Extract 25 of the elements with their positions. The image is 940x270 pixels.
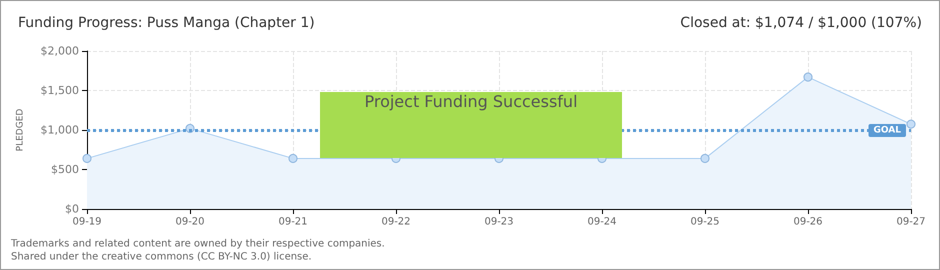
point [804,72,812,82]
x-tick-label: 09-24 [587,216,617,228]
x-tick-label: 09-23 [484,216,514,228]
point [82,154,92,163]
x-tick-label: 09-19 [72,216,102,228]
point [288,154,298,163]
x-tick-label: 09-21 [278,216,308,228]
x-tick-label: 09-27 [896,216,926,228]
x-tick-label: 09-26 [793,216,823,228]
y-tick-label: $1,500 [40,84,79,97]
y-tick-label: $500 [51,163,79,176]
text: Shared under the creative commons (CC BY-NC 3.0) license. [11,252,312,262]
ref-line-label: GOAL [874,126,902,136]
text: Trademarks and related content are owned by their respective companies. [10,238,385,250]
x-tick-label: 09-20 [175,216,205,228]
point [906,120,916,129]
x-tick-label: 09-22 [381,216,411,228]
chart-title: Funding Progress: Puss Manga (Chapter 1) [18,15,315,31]
y-axis-title: PLEDGED [16,108,26,152]
chart-subtitle: Closed at: $1,074 / $1,000 (107%) [680,15,922,31]
point [700,154,710,163]
y-tick-label: $0 [65,202,79,216]
x-tick-label: 09-25 [690,216,720,228]
y-tick-label: $1,000 [40,124,79,136]
y-tick-label: $2,000 [40,44,79,58]
